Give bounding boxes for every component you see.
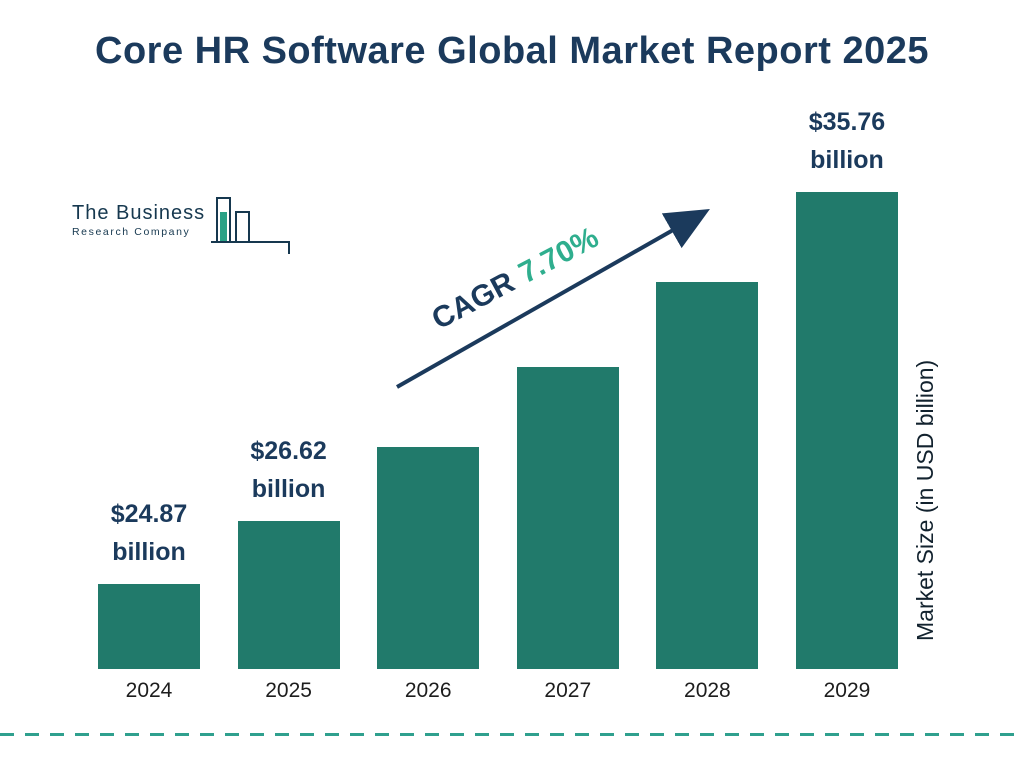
bar-value-amount: $26.62 xyxy=(250,436,327,465)
chart-title: Core HR Software Global Market Report 20… xyxy=(95,30,929,72)
bar-value-label: $35.76 billion xyxy=(809,103,885,181)
bar-value-label: $24.87 billion xyxy=(111,495,187,573)
bar-value-unit: billion xyxy=(112,538,186,567)
logo-bars-icon xyxy=(211,196,303,263)
bar-value-amount: $24.87 xyxy=(110,499,188,528)
x-axis-tick-label: 2024 xyxy=(125,679,173,702)
x-axis-tick-label: 2026 xyxy=(404,679,452,702)
company-logo-text: The Business Research Company xyxy=(72,202,205,238)
bar-value-amount: $35.76 xyxy=(808,107,886,136)
bar xyxy=(237,521,340,669)
bar-column: $26.62 billion 2025 xyxy=(237,432,340,706)
bottom-dashed-divider xyxy=(0,733,1024,736)
bar-column: 2027 xyxy=(516,367,619,705)
bar-value-unit: billion xyxy=(810,146,884,175)
x-axis-tick-label: 2025 xyxy=(265,679,312,702)
x-axis-tick-label: 2028 xyxy=(684,679,731,702)
x-axis-tick-label: 2027 xyxy=(544,679,592,702)
bar xyxy=(656,282,759,669)
bar-column: 2028 xyxy=(656,282,759,705)
bar xyxy=(98,584,200,669)
bar-column: 2026 xyxy=(377,447,480,705)
bar xyxy=(377,447,480,669)
bar-chart: $24.87 billion 2024 $26.62 billion 2025 2026 20… xyxy=(98,85,898,705)
bar-column: $35.76 billion 2029 xyxy=(795,103,898,706)
logo-line2: Research Company xyxy=(72,226,191,238)
y-axis-label: Market Size (in USD billion) xyxy=(912,359,938,641)
x-axis-tick-label: 2029 xyxy=(823,679,871,702)
bar xyxy=(516,367,619,669)
bar-column: $24.87 billion 2024 xyxy=(98,495,200,706)
bar-value-unit: billion xyxy=(251,475,326,504)
bar-value-label: $26.62 billion xyxy=(250,432,326,510)
logo-line1: The Business xyxy=(72,202,206,224)
bar xyxy=(795,192,898,669)
company-logo: The Business Research Company xyxy=(72,196,303,263)
bars-container: $24.87 billion 2024 $26.62 billion 2025 2026 20… xyxy=(98,85,898,705)
